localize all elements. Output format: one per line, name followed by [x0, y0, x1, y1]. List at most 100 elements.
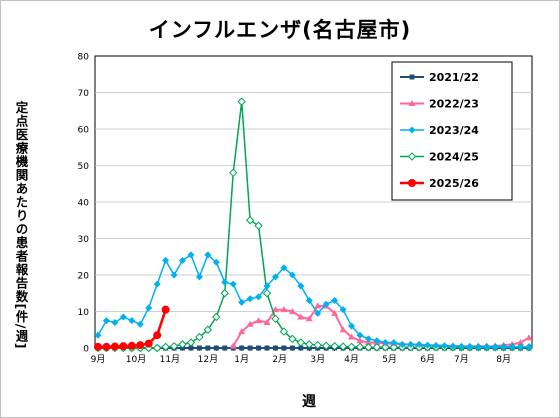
data-point	[195, 332, 204, 342]
data-point	[381, 339, 389, 347]
data-point	[347, 342, 356, 352]
data-point	[229, 168, 238, 178]
data-point	[415, 340, 423, 348]
data-point	[119, 342, 128, 351]
data-point	[229, 280, 237, 288]
x-tick-label: 12月	[198, 354, 218, 365]
data-point	[500, 343, 508, 351]
data-point	[289, 345, 295, 351]
data-point	[119, 313, 127, 321]
data-point	[449, 342, 457, 350]
data-point	[102, 317, 110, 325]
axes: 0 10 20 30 40 50 60 70 80 9月 10月 11月 12月 1月 2月 3月 4月 5月 6月…	[78, 53, 530, 365]
y-tick-label: 50	[78, 162, 90, 172]
data-point	[161, 342, 170, 352]
data-point	[280, 264, 288, 272]
data-point	[212, 258, 220, 266]
data-point	[338, 342, 348, 351]
data-point	[525, 334, 533, 341]
data-point	[238, 298, 246, 306]
series-line	[97, 254, 529, 348]
data-point	[255, 293, 263, 301]
data-point	[262, 289, 272, 298]
y-axis-label: 定点医療機関あたりの患者報告数[件/週]	[13, 100, 29, 350]
data-point	[153, 331, 162, 340]
data-point	[246, 295, 254, 303]
data-point	[254, 221, 263, 230]
x-tick-label: 5月	[382, 354, 397, 365]
legend-item: 2025/26	[400, 177, 479, 190]
data-point	[128, 317, 136, 325]
data-point	[271, 273, 279, 281]
data-point	[407, 152, 417, 161]
legend-item: 2022/23	[400, 98, 479, 111]
data-point	[288, 334, 297, 344]
y-tick-label: 30	[78, 235, 90, 245]
data-point	[136, 320, 144, 328]
x-tick-label: 10月	[126, 354, 146, 365]
data-point	[356, 337, 364, 344]
legend-item: 2024/25	[400, 151, 479, 164]
data-point	[110, 342, 119, 351]
x-tick-label: 6月	[420, 354, 435, 365]
data-point	[221, 278, 229, 286]
series-layer	[93, 97, 534, 353]
data-point	[297, 282, 305, 290]
legend-label: 2024/25	[429, 151, 479, 164]
data-point	[398, 340, 406, 348]
data-point	[457, 343, 465, 351]
data-point	[272, 345, 278, 351]
x-tick-label: 8月	[496, 354, 511, 365]
data-point	[281, 345, 287, 351]
data-point	[407, 340, 415, 348]
data-point	[305, 315, 313, 322]
data-point	[525, 343, 533, 351]
series-2025-26	[94, 305, 170, 351]
data-point	[330, 341, 339, 351]
data-point	[263, 282, 271, 290]
data-point	[256, 345, 262, 351]
x-tick-label: 4月	[344, 354, 359, 365]
legend: 2021/22 2022/23 2023/24 2024/25 2025/26	[391, 61, 513, 201]
y-tick-label: 10	[78, 308, 90, 318]
y-tick-label: 80	[78, 53, 90, 63]
data-point	[195, 273, 203, 281]
data-point	[229, 342, 237, 349]
data-point	[111, 318, 119, 326]
data-point	[145, 304, 153, 312]
y-tick-label: 40	[78, 199, 90, 209]
data-point	[508, 343, 516, 351]
series-2023-24	[94, 251, 533, 351]
data-point	[517, 339, 525, 346]
data-point	[187, 251, 195, 259]
data-point	[264, 345, 270, 351]
data-point	[280, 306, 288, 313]
legend-label: 2025/26	[429, 177, 479, 190]
data-point	[331, 309, 339, 316]
data-point	[279, 327, 289, 336]
data-point	[222, 345, 228, 351]
data-point	[314, 309, 322, 317]
data-point	[348, 322, 356, 330]
data-point	[296, 338, 306, 347]
data-point	[136, 341, 145, 350]
data-point	[263, 318, 271, 325]
legend-box	[391, 61, 513, 201]
data-point	[271, 306, 279, 313]
x-tick-label: 7月	[454, 354, 469, 365]
legend-label: 2022/23	[429, 98, 479, 111]
data-point	[169, 341, 179, 351]
data-point	[483, 343, 491, 351]
data-point	[127, 341, 136, 350]
data-point	[389, 343, 398, 352]
y-tick-label: 70	[78, 89, 90, 99]
data-point	[440, 342, 448, 350]
data-point	[432, 341, 440, 349]
data-point	[213, 345, 219, 351]
data-point	[313, 340, 322, 350]
x-tick-label: 9月	[91, 354, 106, 365]
data-point	[170, 271, 178, 279]
data-point	[212, 312, 221, 322]
data-point	[298, 345, 304, 351]
data-point	[321, 341, 331, 351]
